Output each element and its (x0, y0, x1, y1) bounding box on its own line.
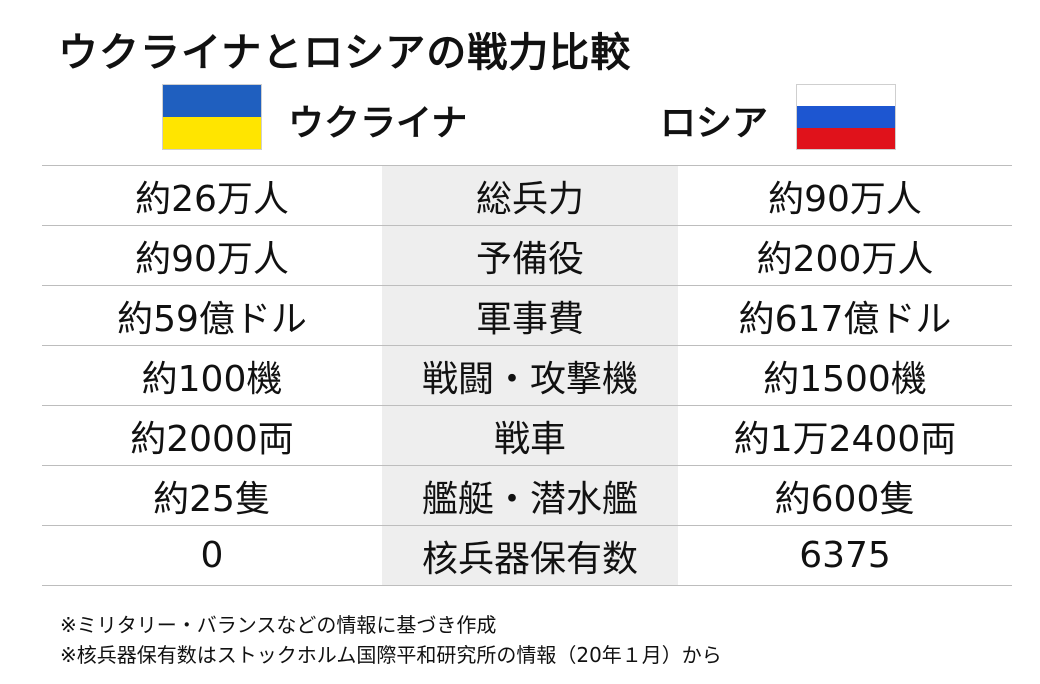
ukraine-flag-stripe-yellow (163, 117, 261, 149)
table-row: 約2000両 戦車 約1万2400両 (42, 405, 1012, 465)
russia-label: ロシア (660, 103, 769, 144)
ukraine-value: 約26万人 (135, 178, 289, 220)
page-title: ウクライナとロシアの戦力比較 (58, 30, 632, 76)
russia-value: 約617億ドル (738, 298, 952, 340)
russia-flag-stripe-white (797, 85, 895, 107)
table-row: 約25隻 艦艇・潜水艦 約600隻 (42, 465, 1012, 525)
russia-value: 約200万人 (756, 238, 934, 280)
ukraine-flag-stripe-blue (163, 85, 261, 117)
table-row: 0 核兵器保有数 6375 (42, 525, 1012, 586)
ukraine-value: 約25隻 (153, 478, 271, 520)
ukraine-value: 約100機 (141, 358, 283, 400)
country-header: ウクライナ ロシア (0, 80, 1040, 156)
russia-value: 約90万人 (768, 178, 922, 220)
russia-flag-icon (796, 84, 896, 150)
ukraine-value: 約59億ドル (117, 298, 307, 340)
row-label: 総兵力 (382, 166, 678, 225)
row-label: 核兵器保有数 (382, 526, 678, 585)
ukraine-label: ウクライナ (288, 103, 468, 144)
row-label: 戦車 (382, 406, 678, 465)
footnote: ※ミリタリー・バランスなどの情報に基づき作成 (60, 613, 497, 637)
footnote: ※核兵器保有数はストックホルム国際平和研究所の情報（20年１月）から (60, 643, 722, 667)
row-label: 艦艇・潜水艦 (382, 466, 678, 525)
row-label: 戦闘・攻撃機 (382, 346, 678, 405)
ukraine-flag-icon (162, 84, 262, 150)
russia-value: 約1500機 (763, 358, 927, 400)
russia-flag-stripe-red (797, 127, 895, 149)
russia-value: 約600隻 (774, 478, 916, 520)
footnotes: ※ミリタリー・バランスなどの情報に基づき作成 ※核兵器保有数はストックホルム国際… (60, 610, 722, 670)
ukraine-value: 約90万人 (135, 238, 289, 280)
table-row: 約59億ドル 軍事費 約617億ドル (42, 285, 1012, 345)
table-row: 約26万人 総兵力 約90万人 (42, 165, 1012, 225)
table-row: 約90万人 予備役 約200万人 (42, 225, 1012, 285)
comparison-table: 約26万人 総兵力 約90万人 約90万人 予備役 約200万人 約59億ドル … (42, 165, 1012, 586)
row-label: 予備役 (382, 226, 678, 285)
russia-value: 6375 (799, 535, 891, 576)
russia-flag-stripe-blue (797, 106, 895, 128)
ukraine-value: 0 (200, 535, 224, 576)
ukraine-value: 約2000両 (130, 418, 294, 460)
russia-value: 約1万2400両 (733, 418, 957, 460)
row-label: 軍事費 (382, 286, 678, 345)
table-row: 約100機 戦闘・攻撃機 約1500機 (42, 345, 1012, 405)
